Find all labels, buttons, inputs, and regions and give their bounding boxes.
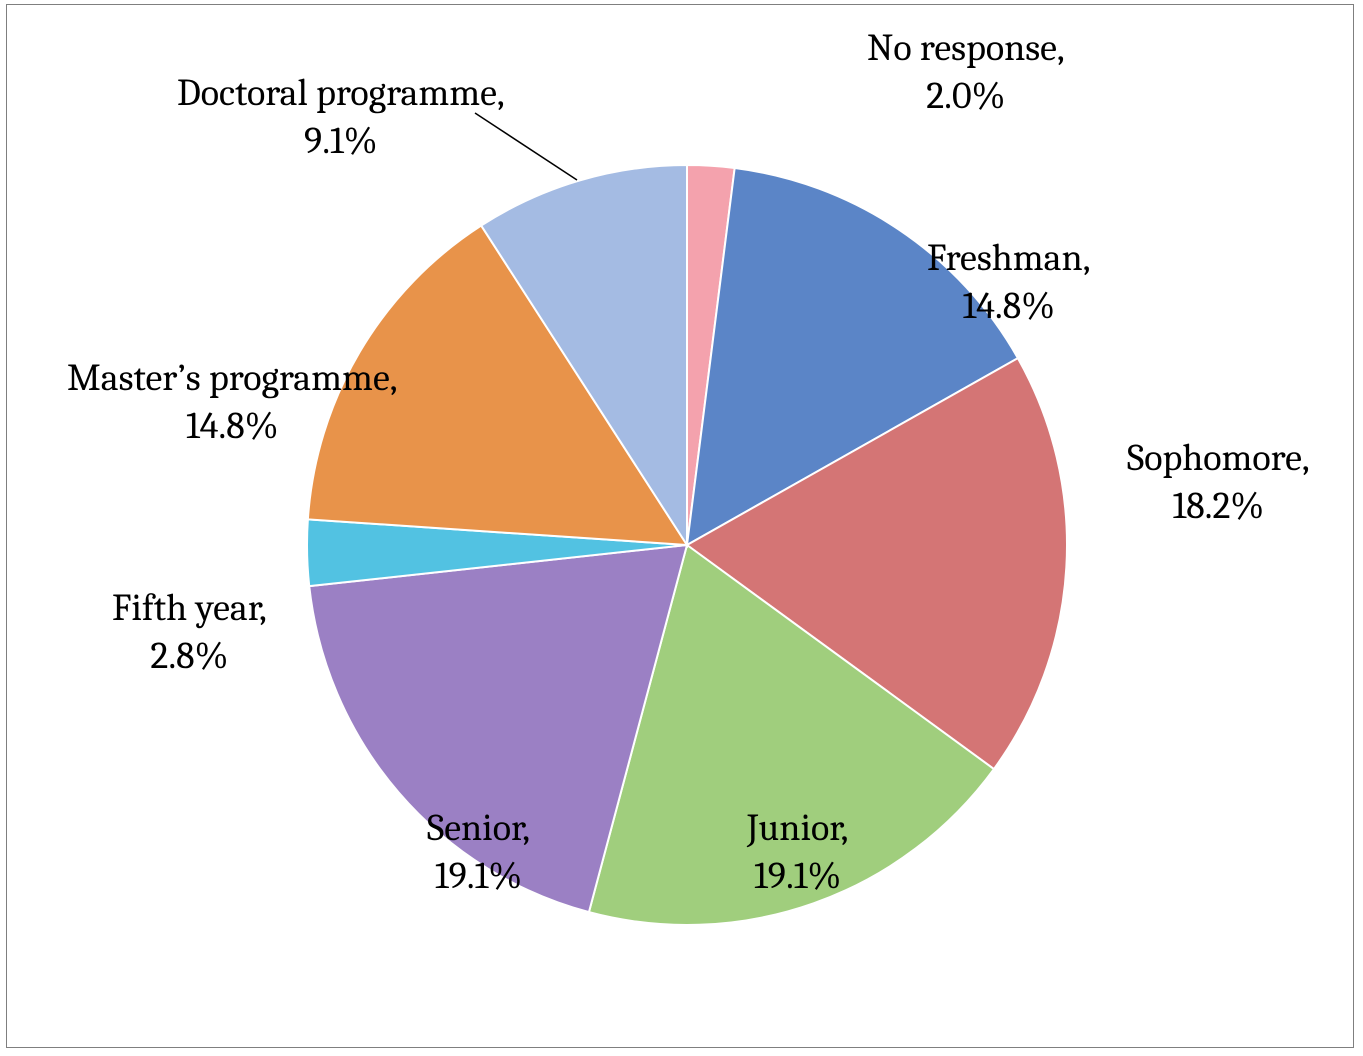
slice-label-value: 18.2% (1127, 483, 1310, 531)
slice-label-value: 14.8% (927, 283, 1091, 331)
slice-label: Freshman,14.8% (927, 235, 1091, 330)
slice-label-name: No response, (867, 25, 1065, 73)
slice-label: Master’s programme,14.8% (67, 355, 398, 450)
slice-label-name: Master’s programme, (67, 355, 398, 403)
slice-label-value: 9.1% (177, 118, 505, 166)
slice-label-name: Freshman, (927, 235, 1091, 283)
slice-label: Senior,19.1% (427, 805, 530, 900)
slice-label-value: 19.1% (747, 853, 848, 901)
slice-label: Doctoral programme,9.1% (177, 70, 505, 165)
slice-label-name: Sophomore, (1127, 435, 1310, 483)
slice-label-name: Doctoral programme, (177, 70, 505, 118)
slice-label-value: 19.1% (427, 853, 530, 901)
chart-frame: No response,2.0%Freshman,14.8%Sophomore,… (6, 4, 1354, 1048)
slice-label-value: 2.0% (867, 73, 1065, 121)
slice-label-value: 2.8% (112, 633, 267, 681)
slice-label: Fifth year,2.8% (112, 585, 267, 680)
slice-label-value: 14.8% (67, 403, 398, 451)
slice-label: No response,2.0% (867, 25, 1065, 120)
slice-label: Junior,19.1% (747, 805, 848, 900)
slice-label-name: Senior, (427, 805, 530, 853)
slice-label-name: Junior, (747, 805, 848, 853)
slice-label: Sophomore,18.2% (1127, 435, 1310, 530)
slice-label-name: Fifth year, (112, 585, 267, 633)
